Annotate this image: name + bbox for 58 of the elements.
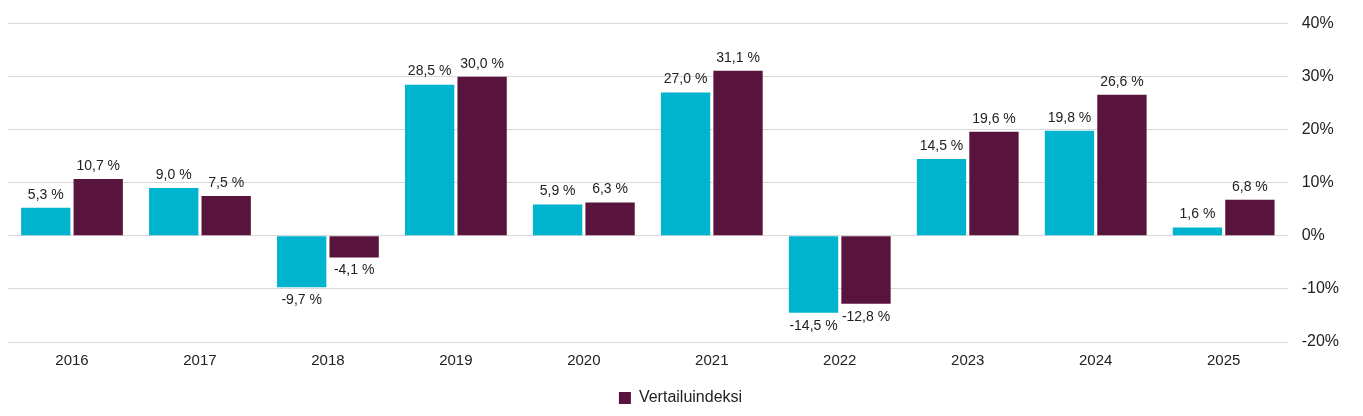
- data-label: 7,5 %: [208, 173, 245, 190]
- data-label: -12,8 %: [841, 307, 891, 324]
- bar: [841, 236, 891, 304]
- y-tick-label: 20%: [1301, 120, 1334, 138]
- x-tick-label: 2023: [951, 351, 985, 369]
- bar: [969, 131, 1019, 236]
- bar: [713, 70, 763, 236]
- data-label: 5,3 %: [27, 185, 64, 202]
- bar: [329, 236, 379, 258]
- data-label: 9,0 %: [155, 165, 192, 182]
- bar: [1044, 130, 1095, 236]
- data-label: 1,6 %: [1179, 205, 1216, 222]
- data-label: 6,3 %: [592, 180, 628, 197]
- data-label: 14,5 %: [919, 136, 964, 153]
- y-tick-label: 0%: [1301, 226, 1325, 244]
- data-label: 26,6 %: [1100, 72, 1144, 89]
- bar: [1172, 227, 1223, 236]
- y-tick-label: -20%: [1301, 332, 1340, 350]
- bar: [1225, 199, 1275, 236]
- bar: [1097, 94, 1147, 236]
- x-tick-label: 2019: [439, 351, 473, 369]
- data-label: 19,8 %: [1047, 108, 1092, 125]
- data-label: 27,0 %: [663, 70, 708, 87]
- bar: [660, 92, 711, 236]
- y-tick-label: 30%: [1301, 67, 1334, 85]
- data-label: -4,1 %: [333, 261, 375, 278]
- bar: [21, 207, 71, 236]
- x-tick-label: 2021: [695, 351, 729, 369]
- bar: [277, 236, 327, 288]
- y-tick-label: 10%: [1301, 173, 1334, 191]
- y-tick-label: 40%: [1301, 14, 1334, 32]
- data-label: 6,8 %: [1231, 177, 1268, 194]
- x-tick-label: 2020: [567, 351, 601, 369]
- data-label: 5,9 %: [539, 182, 576, 199]
- x-tick-label: 2025: [1206, 351, 1241, 369]
- data-label: -9,7 %: [281, 291, 322, 308]
- y-tick-label: -10%: [1301, 279, 1340, 297]
- x-tick-label: 2016: [55, 351, 89, 369]
- bar: [201, 196, 251, 236]
- data-label: 30,0 %: [460, 54, 504, 71]
- x-tick-label: 2018: [311, 351, 345, 369]
- bar: [788, 236, 839, 313]
- legend-label: Vertailuindeksi: [638, 388, 743, 406]
- x-tick-label: 2024: [1079, 351, 1113, 369]
- bar: [457, 76, 507, 236]
- data-label: 19,6 %: [972, 109, 1016, 126]
- data-label: 31,1 %: [716, 48, 760, 65]
- bar: [404, 84, 455, 236]
- bar: [916, 158, 967, 236]
- data-label: -14,5 %: [789, 316, 838, 333]
- bar: [585, 202, 635, 236]
- x-tick-label: 2017: [183, 351, 217, 369]
- data-label: 10,7 %: [76, 156, 121, 173]
- data-label: 28,5 %: [407, 62, 452, 79]
- x-tick-label: 2022: [823, 351, 857, 369]
- bar: [73, 179, 123, 236]
- bar: [532, 204, 583, 236]
- bar: [149, 188, 199, 236]
